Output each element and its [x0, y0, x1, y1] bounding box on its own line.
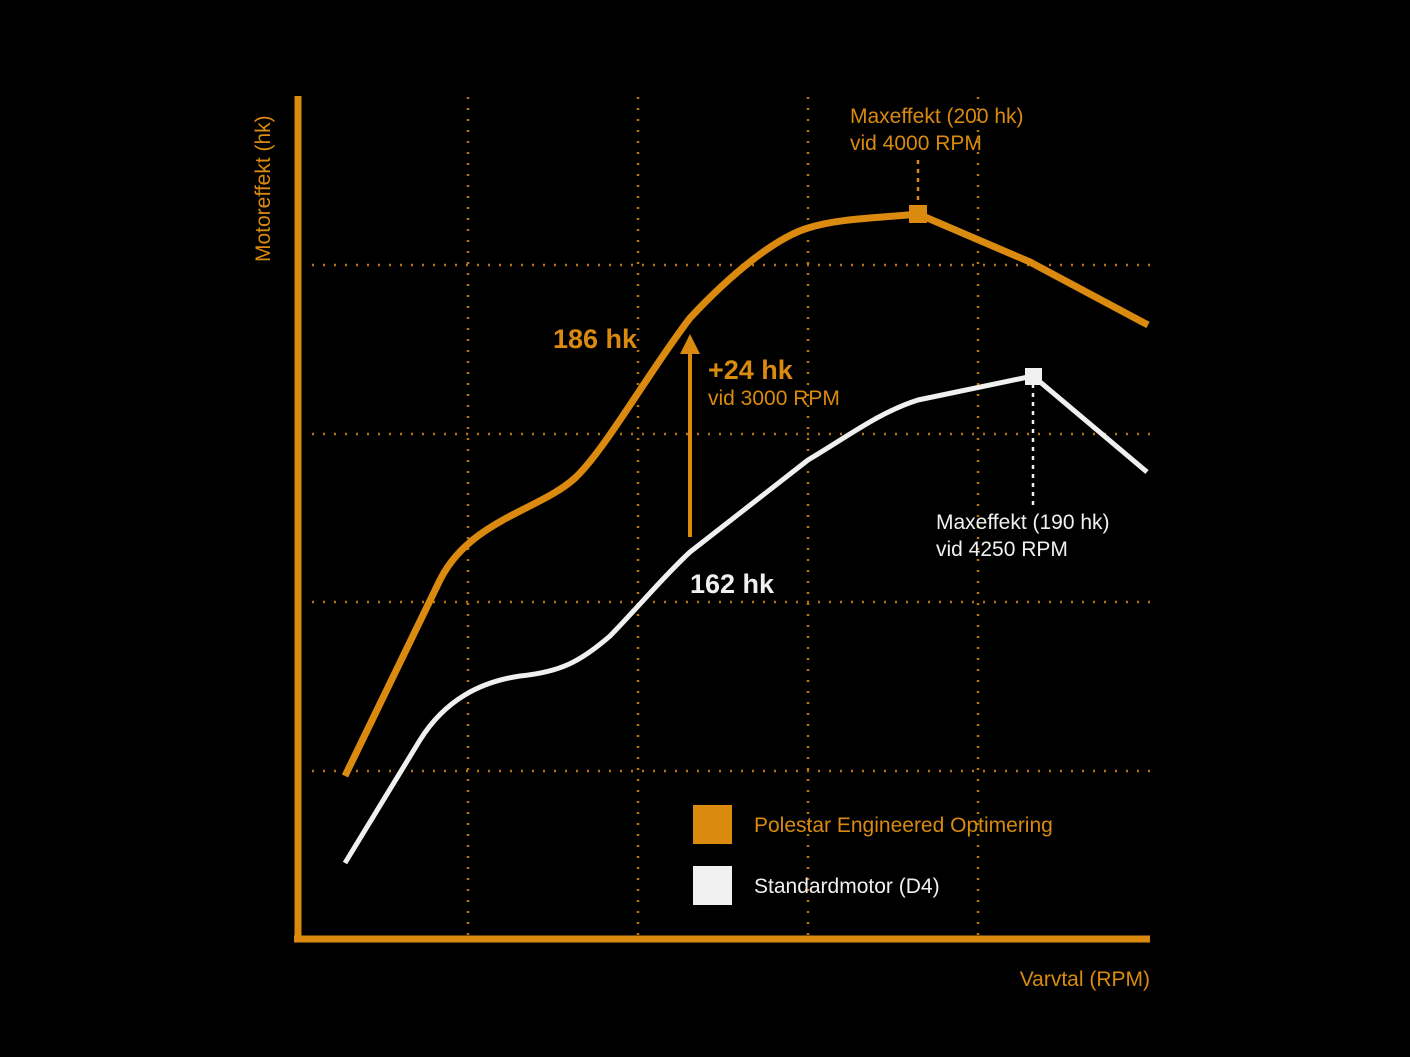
legend-label-polestar: Polestar Engineered Optimering	[754, 814, 1053, 837]
white-peak-marker	[1025, 368, 1042, 385]
orange-value-label: 186 hk	[553, 324, 638, 354]
orange-peak-sublabel: vid 4000 RPM	[850, 132, 982, 155]
gain-label: +24 hk	[708, 355, 794, 385]
legend-swatch-polestar	[693, 805, 732, 844]
orange-peak-label: Maxeffekt (200 hk)	[850, 105, 1024, 128]
white-peak-sublabel: vid 4250 RPM	[936, 538, 1068, 561]
gain-sublabel: vid 3000 RPM	[708, 387, 840, 410]
legend: Polestar Engineered Optimering Standardm…	[693, 805, 1053, 905]
series-polestar-line	[341, 210, 1150, 778]
legend-label-standard: Standardmotor (D4)	[754, 875, 940, 898]
legend-swatch-standard	[693, 866, 732, 905]
grid-lines	[312, 97, 1150, 935]
series-standard-line	[342, 373, 1149, 865]
white-value-label: 162 hk	[690, 569, 775, 599]
gain-arrow-head	[680, 334, 700, 354]
orange-peak-marker	[909, 205, 927, 223]
x-axis-label: Varvtal (RPM)	[1020, 968, 1150, 991]
y-axis-label: Motoreffekt (hk)	[252, 115, 275, 262]
white-peak-label: Maxeffekt (190 hk)	[936, 511, 1110, 534]
